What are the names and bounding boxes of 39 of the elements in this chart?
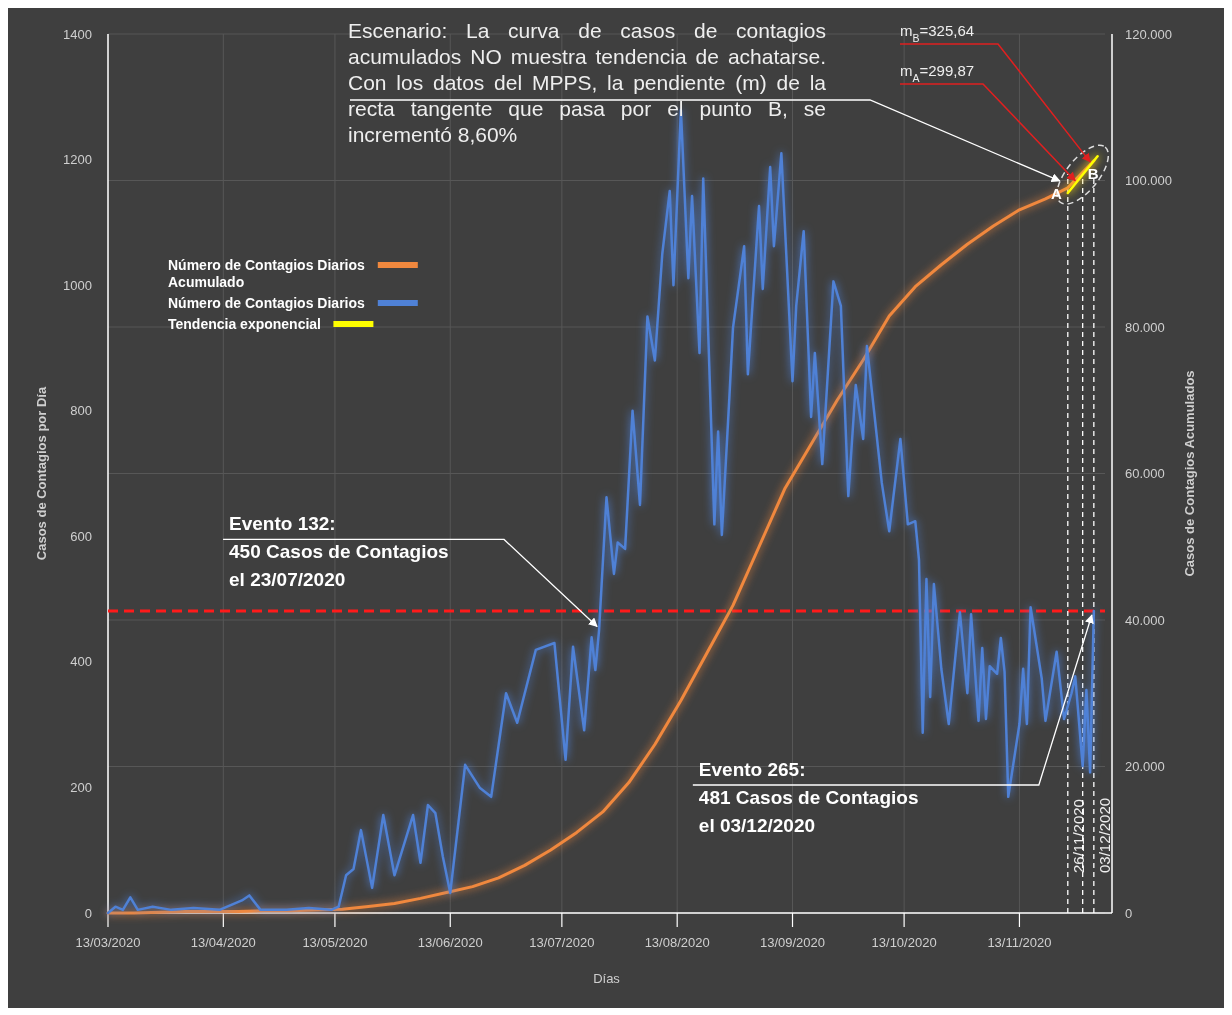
annotation: m$_{B}$=325,64 [900, 22, 975, 44]
legend-label: Tendencia exponencial [168, 316, 322, 332]
y-tick-label: 1200 [63, 152, 92, 168]
y2-tick-label: 60.000 [1125, 466, 1165, 482]
ref-line-label: 26/11/2020 [1069, 799, 1087, 873]
y-tick-label: 600 [70, 528, 92, 544]
y2-tick-label: 120.000 [1125, 26, 1172, 42]
x-tick-label: 13/04/2020 [190, 935, 256, 950]
y2-axis-title: Casos de Contagios Acumulados [1182, 370, 1197, 577]
annotation: B [1087, 164, 1099, 182]
annotation: Escenario: La curva de casos de contagios acumulados NO muestra tendencia de achatarse. Con los datos del MPPS, la pendiente (m) de la recta tangente que pasa por el punto B, se incrementó 8,60% [348, 18, 826, 148]
y2-tick-label: 100.000 [1125, 173, 1172, 189]
x-tick-label: 13/05/2020 [302, 935, 368, 950]
x-tick-label: 13/08/2020 [644, 935, 710, 950]
ref-line-label: 03/12/2020 [1095, 797, 1113, 873]
y2-tick-label: 0 [1125, 905, 1133, 921]
y-tick-label: 400 [70, 654, 92, 670]
y2-tick-label: 80.000 [1125, 319, 1165, 335]
y-tick-label: 1400 [63, 26, 92, 42]
x-tick-label: 13/09/2020 [759, 935, 826, 950]
x-tick-label: 13/10/2020 [871, 935, 937, 950]
y2-tick-label: 20.000 [1125, 759, 1165, 775]
y-tick-label: 1000 [63, 277, 92, 293]
legend-label: Número de Contagios Diarios Acumulado [168, 257, 366, 290]
y2-tick-label: 40.000 [1125, 612, 1165, 628]
annotation: Evento 132: 450 Casos de Contagios el 23/07/2020 [229, 513, 449, 591]
annotation: m$_{A}$=299,87 [900, 62, 975, 84]
x-tick-label: 13/03/2020 [75, 935, 141, 950]
legend-label: Número de Contagios Diarios [168, 295, 366, 311]
y-axis-title: Casos de Contagios por Día [34, 386, 49, 561]
x-tick-label: 13/07/2020 [529, 935, 595, 950]
x-tick-label: 13/06/2020 [417, 935, 483, 950]
x-axis-title: Días [593, 971, 621, 986]
y-tick-label: 800 [70, 403, 92, 419]
y-tick-label: 200 [70, 779, 92, 795]
annotation: A [1050, 184, 1062, 202]
annotation: Evento 265: 481 Casos de Contagios el 03/12/2020 [698, 759, 919, 836]
y-tick-label: 0 [84, 905, 92, 921]
x-tick-label: 13/11/2020 [987, 935, 1052, 950]
